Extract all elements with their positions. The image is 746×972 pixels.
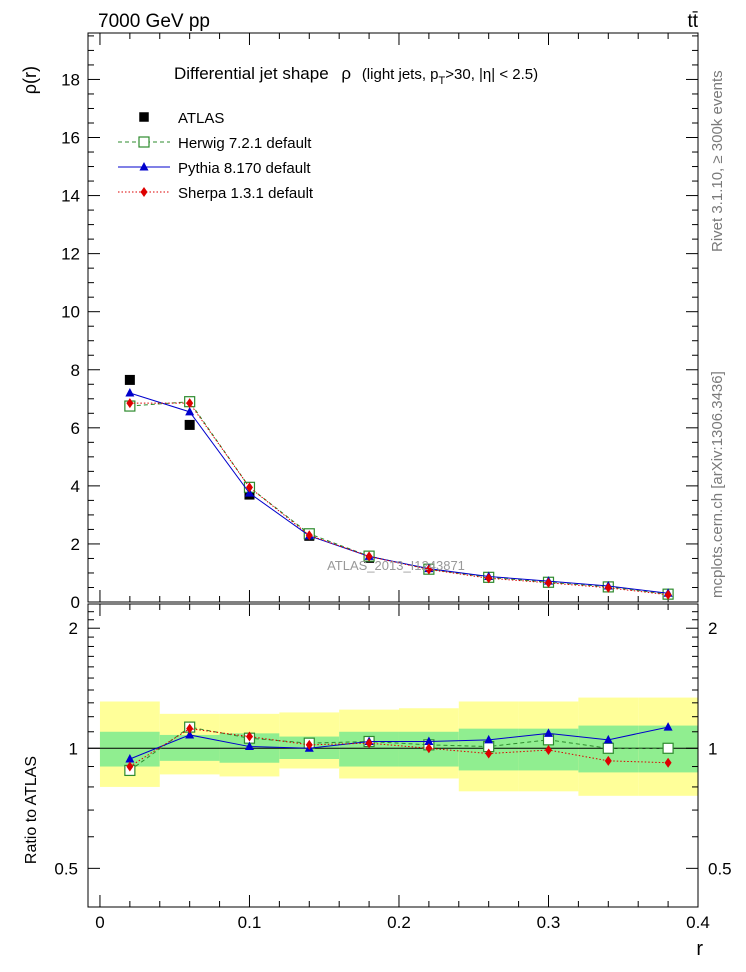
ratio-data-point [186, 723, 194, 734]
x-axis-label: r [696, 938, 703, 960]
ratio-data-point [664, 757, 672, 768]
ratio-data-point [604, 755, 612, 766]
title-main: Differential jet shape [174, 64, 329, 83]
data-point [664, 589, 672, 600]
ratio-data-point [365, 738, 373, 749]
ratio-series-line [129, 726, 669, 771]
title-rho: ρ [341, 64, 351, 83]
main-y-tick-label: 8 [71, 361, 80, 380]
main-y-tick-label: 14 [61, 187, 80, 206]
title-selection-sub: T [439, 75, 446, 87]
data-point [245, 482, 253, 493]
legend-label: Herwig 7.2.1 default [178, 135, 312, 152]
legend-label: ATLAS [178, 110, 224, 127]
data-point [485, 573, 493, 584]
ratio-data-point [126, 761, 134, 772]
data-point [604, 582, 612, 593]
title-selection-a: (light jets, p [362, 66, 439, 83]
energy-label: 7000 GeV pp [98, 11, 210, 32]
ratio-data-point [305, 739, 313, 750]
data-point [244, 488, 254, 497]
data-point [126, 398, 134, 409]
ratio-y-tick-label-left: 0.5 [54, 859, 78, 878]
main-y-tick-label: 4 [71, 477, 80, 496]
series-line [129, 402, 669, 596]
process-label: tt̄ [687, 11, 698, 32]
ratio-frame [87, 603, 699, 908]
main-panel: 0 2 4 6 8 10 12 14 16 18 ATLAS_2013_I1243871 Diff… [20, 32, 699, 612]
legend-marker [139, 112, 149, 122]
ratio-data-point [185, 729, 195, 739]
x-tick-label: 0 [95, 913, 104, 932]
mcplots-label: mcplots.cern.ch [arXiv:1306.3436] [709, 371, 726, 598]
ratio-data-point [424, 736, 434, 745]
ratio-series-line [129, 728, 669, 767]
ratio-series-2 [126, 723, 672, 772]
ratio-panel: 0.5 0.5 1 1 2 2 Ratio to ATLAS [23, 603, 732, 908]
ratio-y-tick-label-left: 2 [69, 619, 78, 638]
main-y-tick-label: 0 [71, 593, 80, 612]
legend-marker [140, 187, 148, 197]
ratio-y-tick-label-right: 1 [708, 739, 717, 758]
legend-entry: ATLAS [139, 110, 224, 127]
x-tick-label: 0.3 [537, 913, 561, 932]
ratio-data-point [603, 734, 613, 744]
data-point [125, 387, 135, 397]
main-frame [87, 32, 699, 603]
legend-marker [139, 162, 149, 171]
ratio-data-point [425, 743, 433, 754]
main-y-tick-label: 16 [61, 129, 80, 148]
ratio-ylabel: Ratio to ATLAS [23, 756, 40, 864]
ratio-y-tick-label-right: 2 [708, 619, 717, 638]
ratio-y-tick-label-right: 0.5 [708, 859, 732, 878]
ratio-data-point [602, 742, 614, 754]
ratio-data-point [663, 722, 673, 731]
ratio-data-point [125, 753, 135, 763]
x-tick-label: 0.1 [238, 913, 262, 932]
series-line [129, 401, 669, 595]
data-point [184, 419, 195, 430]
ratio-data-point [484, 734, 494, 744]
plot-title: Differential jet shape ρ (light jets, pT… [174, 64, 538, 87]
ratio-data-point [485, 748, 493, 759]
data-point [124, 374, 135, 385]
main-y-tick-label: 10 [61, 303, 80, 322]
ratio-data-point [544, 745, 552, 756]
main-y-tick-label: 12 [61, 245, 80, 264]
watermark: ATLAS_2013_I1243871 [327, 558, 465, 573]
data-point [185, 406, 195, 416]
data-point [544, 577, 552, 588]
data-point [425, 564, 433, 575]
ratio-series-line [129, 726, 669, 760]
series-3 [126, 398, 672, 600]
x-tick-label: 0.2 [387, 913, 411, 932]
legend-entry: Sherpa 1.3.1 default [118, 185, 314, 202]
data-point [365, 551, 373, 562]
legend-entry: Herwig 7.2.1 default [118, 135, 312, 152]
legend: ATLAS Herwig 7.2.1 default Pythia 8.170 de… [118, 110, 314, 202]
main-y-tick-label: 2 [71, 535, 80, 554]
ratio-y-tick-label-left: 1 [69, 739, 78, 758]
data-point [305, 530, 313, 541]
main-y-tick-label: 18 [61, 70, 80, 89]
main-ylabel: ρ(r) [20, 66, 40, 94]
legend-marker [138, 136, 150, 148]
ratio-data-point [662, 742, 674, 754]
x-tick-label: 0.4 [686, 913, 710, 932]
legend-label: Pythia 8.170 default [178, 160, 311, 177]
title-selection-b: >30, |η| < 2.5) [445, 66, 538, 83]
legend-entry: Pythia 8.170 default [118, 160, 311, 177]
main-y-tick-label: 6 [71, 419, 80, 438]
legend-label: Sherpa 1.3.1 default [178, 185, 314, 202]
data-point [186, 398, 194, 409]
ratio-data-point [245, 731, 253, 742]
ratio-data-point [543, 728, 553, 737]
ratio-data-point [244, 741, 254, 751]
rivet-label: Rivet 3.1.10, ≥ 300k events [709, 70, 726, 252]
